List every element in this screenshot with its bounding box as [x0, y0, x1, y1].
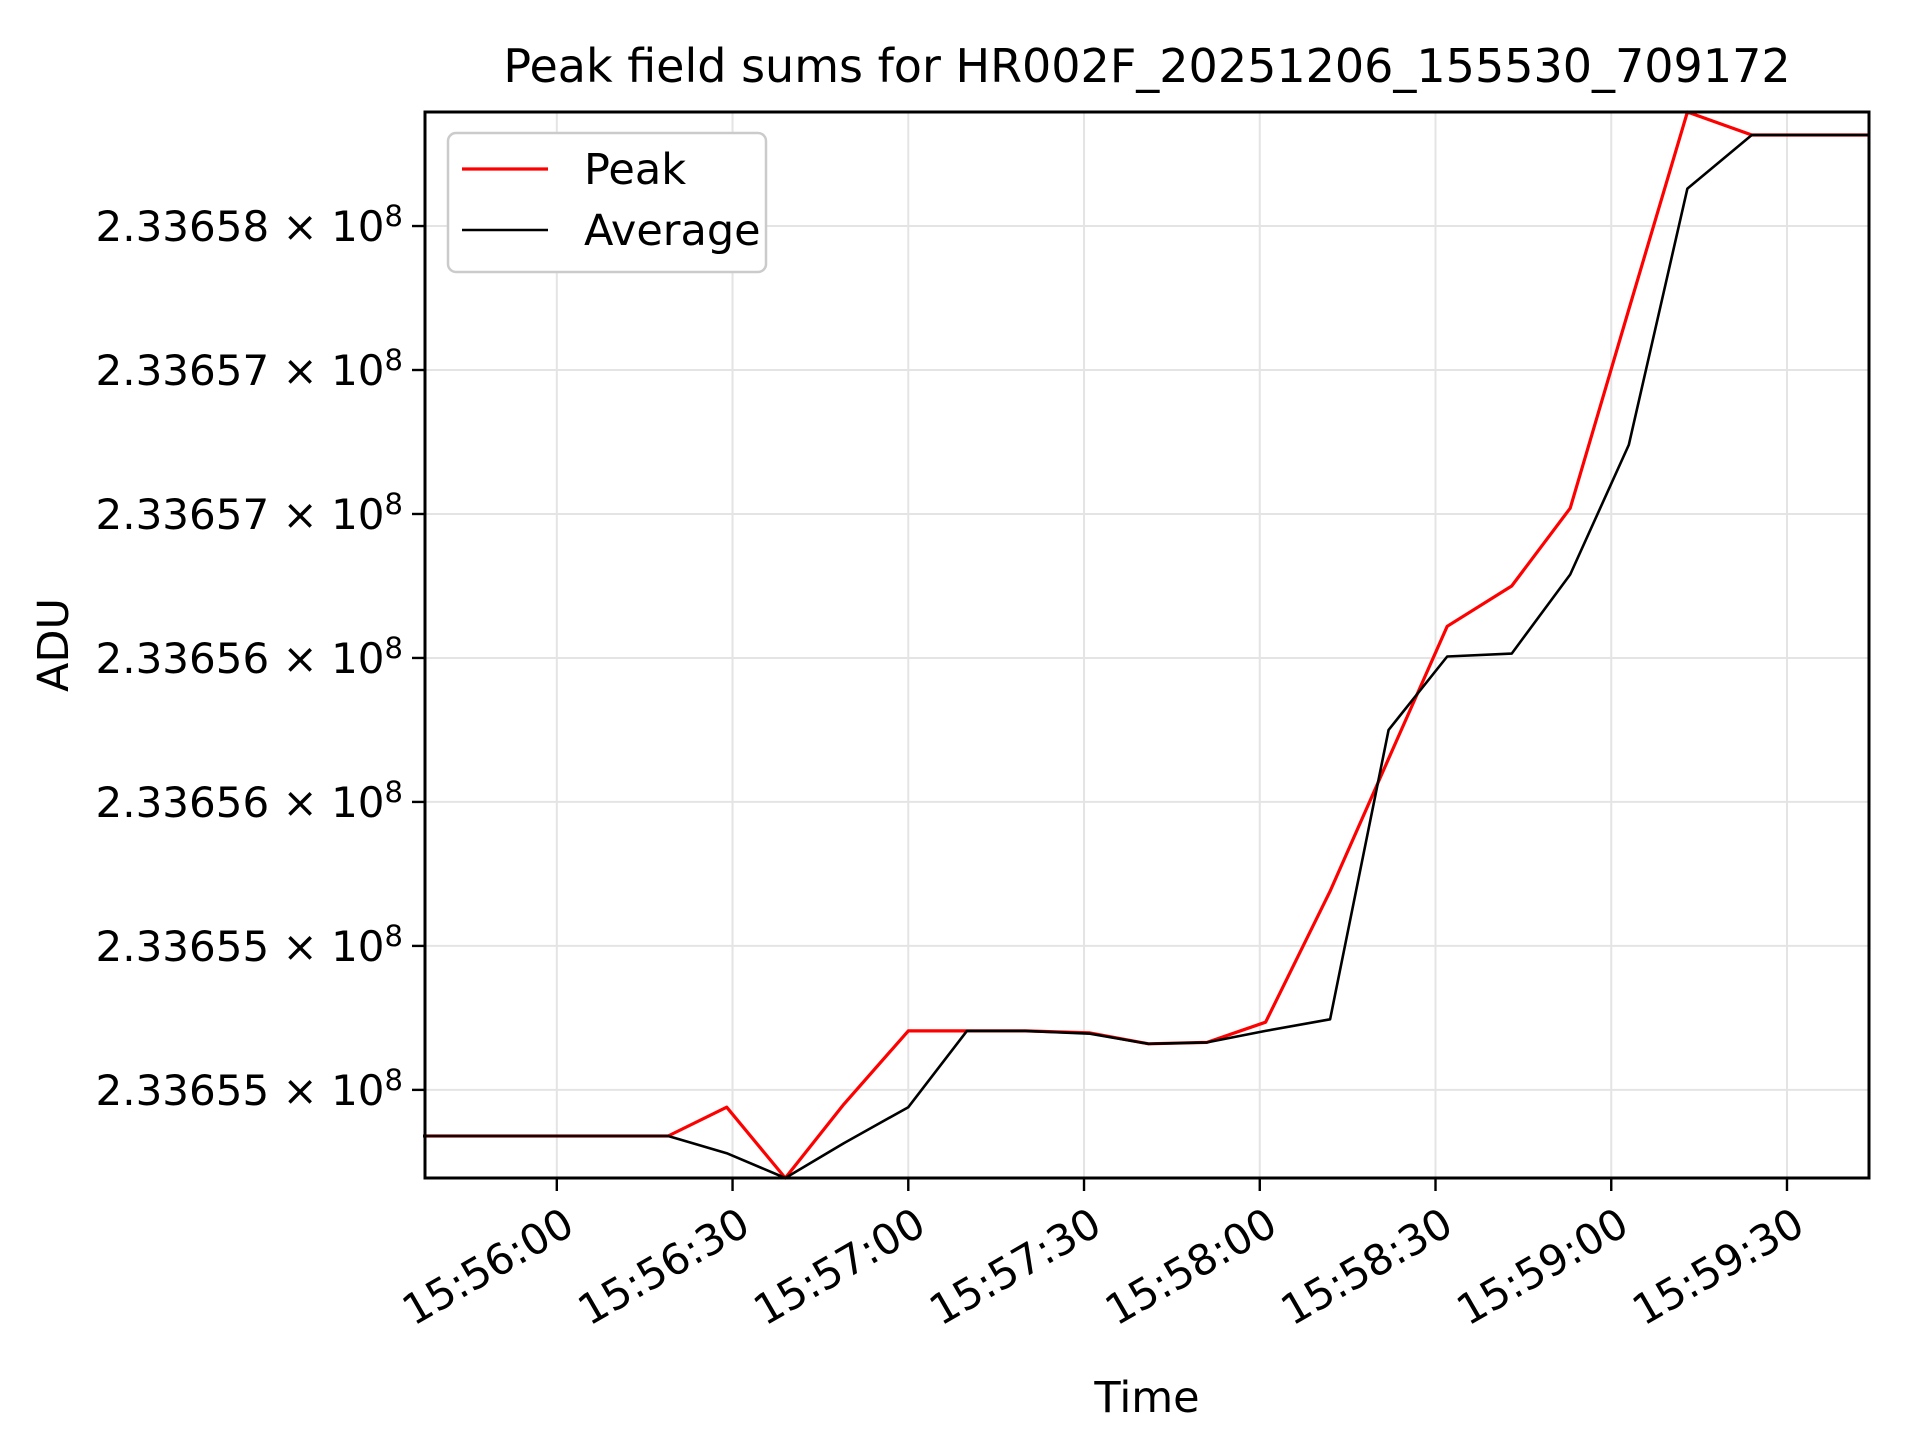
y-tick-label: 2.33657 × 108 [96, 487, 403, 539]
y-tick-label: 2.33655 × 108 [96, 919, 403, 971]
x-tick-label: 15:58:30 [1273, 1198, 1461, 1335]
y-tick-label: 2.33657 × 108 [96, 343, 403, 395]
y-tick-label: 2.33656 × 108 [96, 775, 403, 827]
y-tick-label: 2.33658 × 108 [96, 199, 403, 251]
legend-label-average: Average [584, 206, 761, 256]
x-tick-label: 15:57:30 [921, 1198, 1109, 1335]
x-axis-label: Time [1093, 1373, 1199, 1423]
x-tick-label: 15:58:00 [1097, 1198, 1285, 1335]
legend-label-peak: Peak [584, 145, 686, 195]
data-series [423, 110, 1869, 1180]
gridlines [425, 112, 1869, 1178]
plot-border [423, 110, 1871, 1180]
series-line-average [423, 133, 1869, 1180]
x-tick-label: 15:56:30 [570, 1198, 758, 1335]
x-tick-label: 15:57:00 [745, 1198, 933, 1335]
legend: Peak Average [446, 131, 768, 274]
x-tick-label: 15:59:30 [1624, 1198, 1812, 1335]
axis-ticks [412, 224, 1789, 1191]
y-tick-label: 2.33656 × 108 [96, 631, 403, 683]
y-axis-label: ADU [29, 598, 79, 692]
x-tick-label: 15:56:00 [394, 1198, 582, 1335]
x-tick-label: 15:59:00 [1448, 1198, 1636, 1335]
y-tick-label: 2.33655 × 108 [96, 1063, 403, 1115]
chart-title: Peak field sums for HR002F_20251206_1555… [503, 39, 1790, 93]
